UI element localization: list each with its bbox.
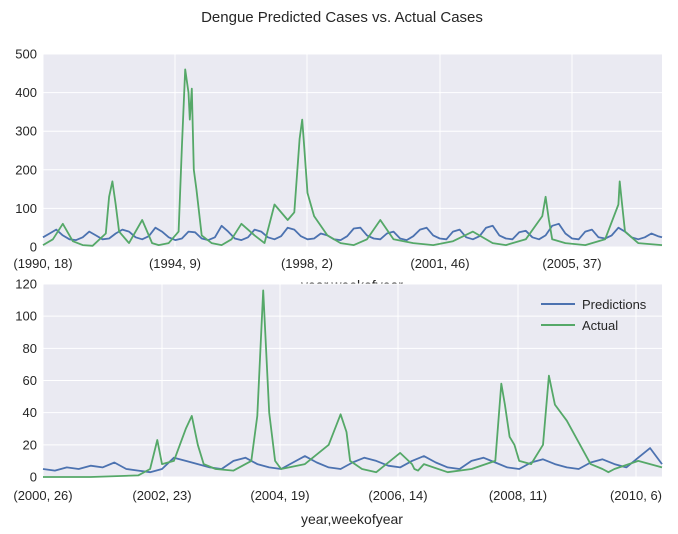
legend-label-predictions: Predictions [582,297,647,312]
x-tick-label: (2006, 14) [368,488,427,503]
y-tick-label: 20 [23,437,37,452]
y-tick-label: 60 [23,373,37,388]
figure-title: Dengue Predicted Cases vs. Actual Cases [201,9,483,26]
chart-2-y-ticks: 0 20 40 60 80 100 120 [15,277,37,485]
series-line-actual [43,289,663,478]
y-tick-label: 120 [15,277,37,292]
x-tick-label: (1990, 18) [13,256,72,271]
series-line-actual [42,68,663,247]
x-tick-label: (2005, 37) [542,256,601,271]
chart-1-x-ticks: (1990, 18) (1994, 9) (1998, 2) (2001, 46) (2… [13,256,601,271]
x-tick-label: (2010, 6) [610,488,662,503]
series-line-predictions [42,222,663,242]
chart-2-legend: Predictions Actual [541,297,647,333]
chart-2-x-axis-label: year,weekofyear [301,511,403,527]
x-tick-label: (2002, 23) [132,488,191,503]
x-tick-label: (1994, 9) [149,256,201,271]
x-tick-label: (2000, 26) [13,488,72,503]
y-tick-label: 400 [15,85,37,100]
chart-1-plot-area [43,54,662,247]
chart-2-series [42,289,663,478]
x-tick-label: (2001, 46) [410,256,469,271]
x-tick-label: (2004, 19) [250,488,309,503]
y-tick-label: 80 [23,341,37,356]
chart-1-series [42,68,663,247]
y-tick-label: 100 [15,309,37,324]
chart-1-gridlines [42,53,662,248]
chart-2-gridlines [42,283,662,478]
x-tick-label: (1998, 2) [281,256,333,271]
y-tick-label: 0 [30,470,37,485]
y-tick-label: 500 [15,47,37,62]
y-tick-label: 40 [23,405,37,420]
chart-2-x-ticks: (2000, 26) (2002, 23) (2004, 19) (2006, 14)… [13,488,662,503]
legend-label-actual: Actual [582,318,618,333]
y-tick-label: 0 [30,240,37,255]
chart-1-y-ticks: 0 100 200 300 400 500 [15,47,37,255]
x-tick-label: (2008, 11) [489,488,547,503]
y-tick-label: 200 [15,162,37,177]
y-tick-label: 300 [15,124,37,139]
y-tick-label: 100 [15,201,37,216]
